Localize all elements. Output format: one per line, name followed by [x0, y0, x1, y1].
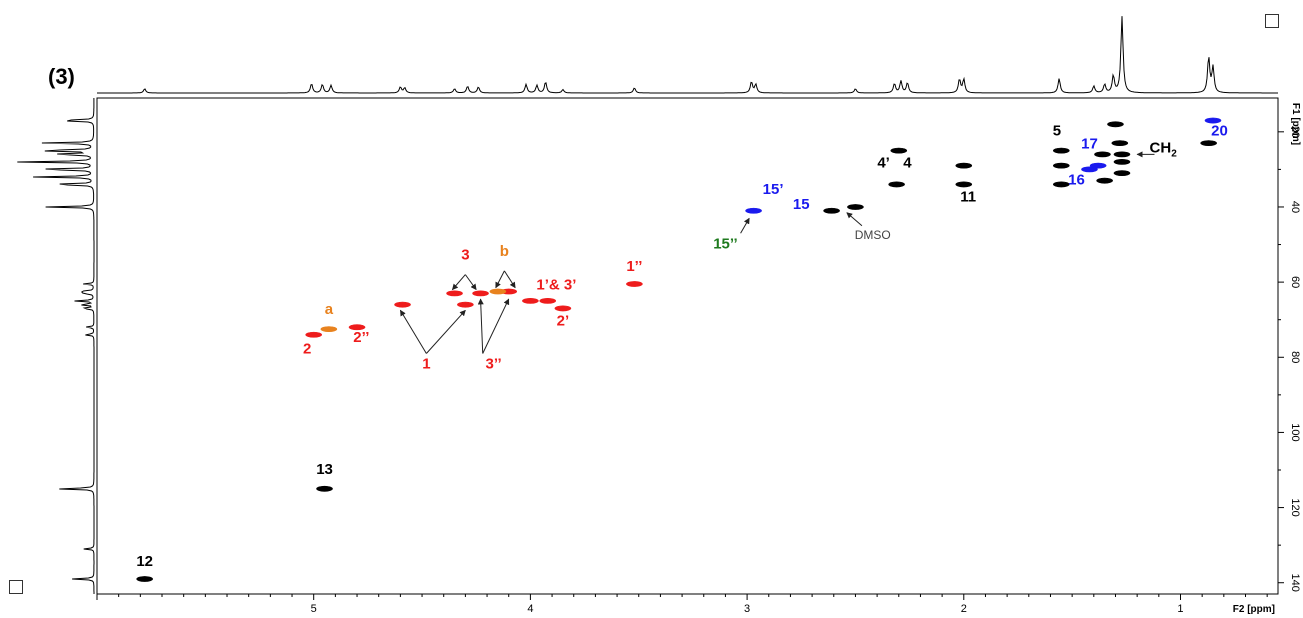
cross-peak: [317, 486, 333, 491]
peak-label: 15: [793, 196, 810, 213]
peak-label: 1’’: [626, 258, 642, 275]
cross-peak: [1114, 171, 1130, 176]
peak-label: 2’: [557, 312, 570, 329]
cross-peak: [1053, 163, 1069, 168]
cross-peak: [1053, 182, 1069, 187]
f2-projection-spectrum: [97, 16, 1278, 93]
annotation-arrow: [741, 218, 750, 233]
x-tick-label: 2: [961, 603, 967, 615]
annotation-arrow: [496, 271, 505, 288]
f2-projection-trace: [97, 16, 1278, 93]
cross-peak: [540, 298, 556, 303]
annotation-arrow: [504, 271, 515, 288]
cross-peak: [457, 302, 473, 307]
y-tick-label: 100: [1289, 423, 1301, 441]
cross-peak: [321, 326, 337, 331]
peak-label: 15’: [763, 181, 784, 198]
peak-label: 4: [903, 155, 912, 172]
peak-label: 16: [1068, 171, 1085, 188]
cross-peak: [1112, 140, 1128, 145]
peak-label: 20: [1211, 123, 1228, 140]
y-tick-label: 120: [1289, 498, 1301, 516]
peak-label: 13: [316, 461, 333, 478]
peak-label: 2: [303, 341, 311, 358]
cross-peak: [956, 182, 972, 187]
figure-label: (3): [48, 64, 75, 89]
annotation-arrow: [465, 275, 476, 290]
f1-projection-spectrum: [17, 98, 94, 594]
annotation-arrow: [400, 310, 426, 353]
peak-label: 3’’: [485, 356, 501, 373]
x-axis: 5 4 3 2 1 F2 [ppm]: [97, 594, 1275, 615]
y-axis-label: F1 [ppm]: [1290, 103, 1301, 145]
cross-peak: [447, 291, 463, 296]
plot-frame: [97, 98, 1278, 594]
peak-label: 11: [960, 188, 976, 205]
f1-projection-trace: [17, 98, 94, 594]
cross-peaks: [137, 118, 1221, 582]
cross-peak: [306, 332, 322, 337]
peak-label: 15’’: [713, 235, 737, 252]
y-tick-label: 80: [1289, 351, 1301, 363]
x-axis-label: F2 [ppm]: [1233, 604, 1275, 615]
peak-label: 1: [422, 356, 430, 373]
annotation-arrow: [483, 299, 509, 353]
annotation-arrow: [481, 299, 483, 353]
peak-label: 12: [136, 553, 153, 570]
corner-checkbox-bottom[interactable]: [9, 580, 23, 594]
cross-peak: [395, 302, 411, 307]
peak-label: a: [325, 301, 334, 318]
y-tick-label: 40: [1289, 201, 1301, 213]
peak-label: 1’& 3’: [536, 277, 576, 294]
cross-peak: [1097, 178, 1113, 183]
cross-peak: [1201, 140, 1217, 145]
x-tick-label: 4: [527, 603, 533, 615]
cross-peak: [1114, 152, 1130, 157]
cross-peak: [522, 298, 538, 303]
cross-peak: [889, 182, 905, 187]
peak-label: CH2: [1150, 139, 1178, 159]
cross-peak: [824, 208, 840, 213]
peak-label: 5: [1053, 123, 1061, 140]
cross-peak: [1053, 148, 1069, 153]
cross-peak: [746, 208, 762, 213]
cross-peak: [137, 576, 153, 581]
peak-label: DMSO: [855, 228, 891, 242]
y-tick-label: 60: [1289, 276, 1301, 288]
cross-peak: [626, 281, 642, 286]
peak-label: 4’: [877, 155, 890, 172]
x-tick-label: 1: [1177, 603, 1183, 615]
corner-checkbox-top[interactable]: [1265, 14, 1279, 28]
peak-label: 2’’: [353, 329, 369, 346]
cross-peak: [891, 148, 907, 153]
cross-peak: [1107, 122, 1123, 127]
peak-label: b: [500, 243, 509, 260]
x-tick-label: 3: [744, 603, 750, 615]
cross-peak: [1090, 163, 1106, 168]
cross-peak: [847, 204, 863, 209]
peak-label: 3: [461, 247, 469, 264]
annotation-arrow: [847, 213, 862, 226]
annotation-arrow: [426, 310, 465, 353]
annotation-arrow: [452, 275, 465, 290]
cross-peak: [490, 289, 506, 294]
cross-peak: [956, 163, 972, 168]
cross-peak: [555, 306, 571, 311]
x-tick-label: 5: [311, 603, 317, 615]
y-tick-label: 140: [1289, 574, 1301, 592]
cross-peak: [473, 291, 489, 296]
peak-label: 17: [1081, 136, 1098, 153]
cross-peak: [1114, 159, 1130, 164]
